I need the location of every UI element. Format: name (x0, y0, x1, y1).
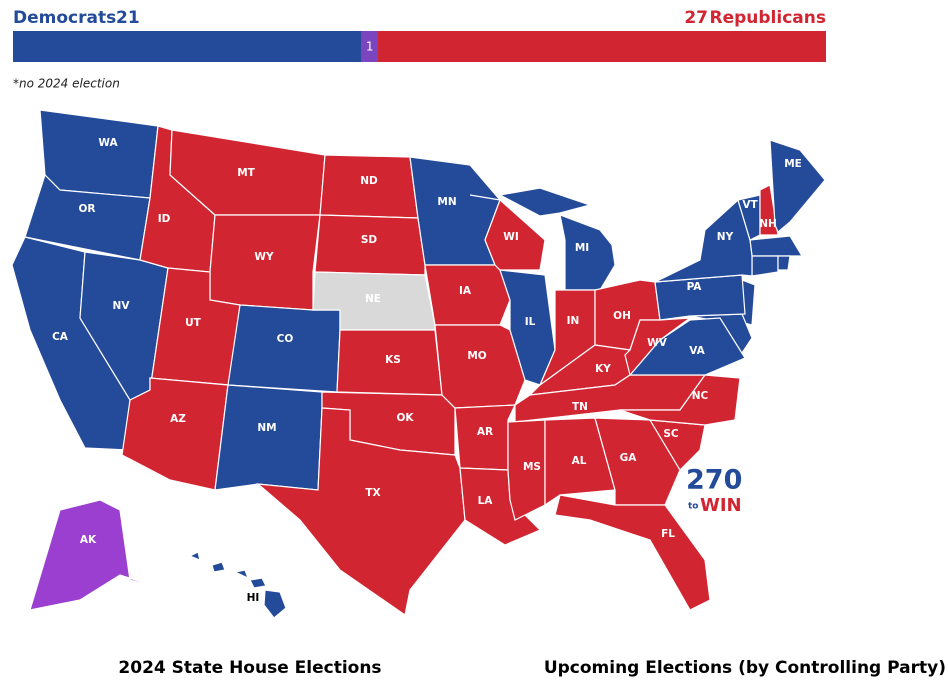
state-label: CA (52, 331, 69, 343)
state (227, 304, 341, 393)
state-label: ID (158, 213, 171, 225)
state-label: AR (477, 426, 493, 438)
logo-number: 270 (686, 465, 742, 496)
state-label: OH (613, 310, 631, 322)
state-label: LA (478, 495, 494, 507)
state-label: NH (759, 218, 777, 230)
segment-label: 1 (366, 40, 374, 54)
state-label: IN (567, 315, 580, 327)
state-label: NY (717, 231, 734, 243)
rep-count: 27 (684, 8, 708, 28)
footer-right: Upcoming Elections (by Controlling Party… (544, 658, 946, 678)
dem-count: 21 (116, 8, 140, 28)
state-label: GA (620, 452, 638, 464)
state-label: TN (572, 401, 588, 413)
state-label: MI (575, 242, 589, 254)
state-label: MS (523, 461, 541, 473)
logo-word: WIN (700, 495, 742, 516)
state-ct (751, 255, 779, 277)
bar-segment (378, 31, 826, 62)
state (29, 499, 173, 611)
state-label: NE (365, 293, 381, 305)
state-label: NM (257, 422, 276, 434)
state (188, 551, 287, 619)
state (39, 109, 159, 199)
footer-left: 2024 State House Elections (118, 658, 381, 678)
state-label: KS (385, 354, 401, 366)
state-label: SC (663, 428, 679, 440)
state-label: SD (361, 234, 378, 246)
state-label: WA (98, 137, 118, 149)
rep-label: Republicans (710, 8, 827, 28)
state-label: VA (689, 345, 705, 357)
state-label: NC (692, 390, 709, 402)
state-label: OK (396, 412, 414, 424)
state-label: ME (784, 158, 802, 170)
balance-bar: 1 (13, 31, 826, 62)
state-label: AZ (170, 413, 186, 425)
state-label: AL (572, 455, 587, 467)
note: *no 2024 election (13, 77, 120, 91)
state-label: WY (254, 251, 274, 263)
state-ri (777, 255, 791, 271)
state-label: MO (467, 350, 486, 362)
state-label: ND (360, 175, 378, 187)
state-ma (749, 235, 804, 257)
state (769, 139, 826, 233)
state-label: MN (437, 196, 456, 208)
state-label: NV (113, 300, 131, 312)
state-label: CO (277, 333, 294, 345)
state-label: UT (185, 317, 202, 329)
state-label: FL (661, 528, 675, 540)
state-label: AK (80, 534, 97, 546)
bar-segment (361, 31, 379, 62)
bar-segment (13, 31, 362, 62)
state-label: WI (503, 231, 519, 243)
state-label: WV (647, 337, 668, 349)
us-map (11, 109, 826, 619)
state (256, 407, 466, 617)
state-label: PA (687, 281, 703, 293)
state-label: TX (365, 487, 380, 499)
state-label: HI (247, 592, 260, 604)
state (554, 494, 711, 611)
state (314, 214, 426, 276)
state (498, 187, 616, 291)
state (654, 198, 753, 283)
state (544, 417, 616, 507)
state-label: OR (78, 203, 95, 215)
state-label: IA (459, 285, 472, 297)
state-label: MT (237, 167, 255, 179)
state (409, 156, 501, 266)
state (759, 184, 779, 236)
state-label: VT (742, 199, 758, 211)
state (499, 269, 556, 386)
state (434, 324, 526, 409)
state (214, 384, 323, 491)
logo: 270 to WIN (686, 465, 742, 517)
state-label: KY (595, 363, 611, 375)
state (619, 374, 741, 426)
state-label: IL (525, 316, 536, 328)
dem-label: Democrats (13, 8, 116, 28)
logo-small: to (688, 502, 699, 512)
